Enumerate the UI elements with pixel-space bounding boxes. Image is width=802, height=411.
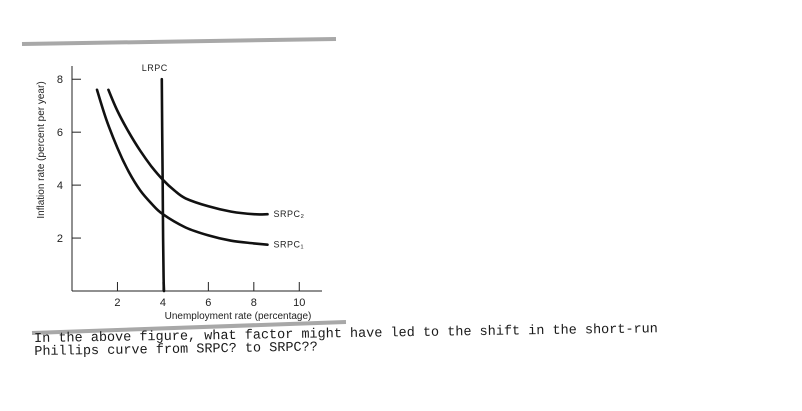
lrpc-label: LRPC	[142, 63, 168, 73]
top-rule	[21, 37, 337, 46]
lrpc-curve	[160, 77, 166, 293]
y-tick-label-4: 4	[57, 180, 63, 192]
x-tick-label-8: 8	[251, 297, 257, 309]
srpc2-label: SRPC₂	[273, 209, 304, 219]
y-axis-title: Inflation rate (percent per year)	[36, 81, 47, 218]
x-tick-label-2: 2	[114, 297, 120, 309]
bottom-rule	[31, 320, 347, 335]
y-axis-ticks: 2 4 6 8	[57, 74, 81, 245]
y-tick-label-8: 8	[57, 74, 63, 86]
srpc1-curve	[95, 88, 269, 246]
x-tick-label-10: 10	[293, 297, 305, 309]
x-tick-label-4: 4	[160, 297, 166, 309]
x-axis-ticks: 2 4 6 8 10	[114, 282, 305, 309]
y-tick-label-2: 2	[57, 233, 63, 245]
x-tick-label-6: 6	[205, 297, 211, 309]
srpc2-curve	[107, 88, 269, 216]
y-tick-label-6: 6	[57, 127, 63, 139]
phillips-curve-figure: 2 4 6 8 2 4 6 8 10 LRPC SRPC₂ SRPC₁ Unemployment …	[21, 37, 347, 335]
srpc1-label: SRPC₁	[273, 240, 304, 250]
x-axis-title: Unemployment rate (percentage)	[165, 311, 312, 322]
curves: LRPC SRPC₂ SRPC₁	[95, 63, 304, 293]
